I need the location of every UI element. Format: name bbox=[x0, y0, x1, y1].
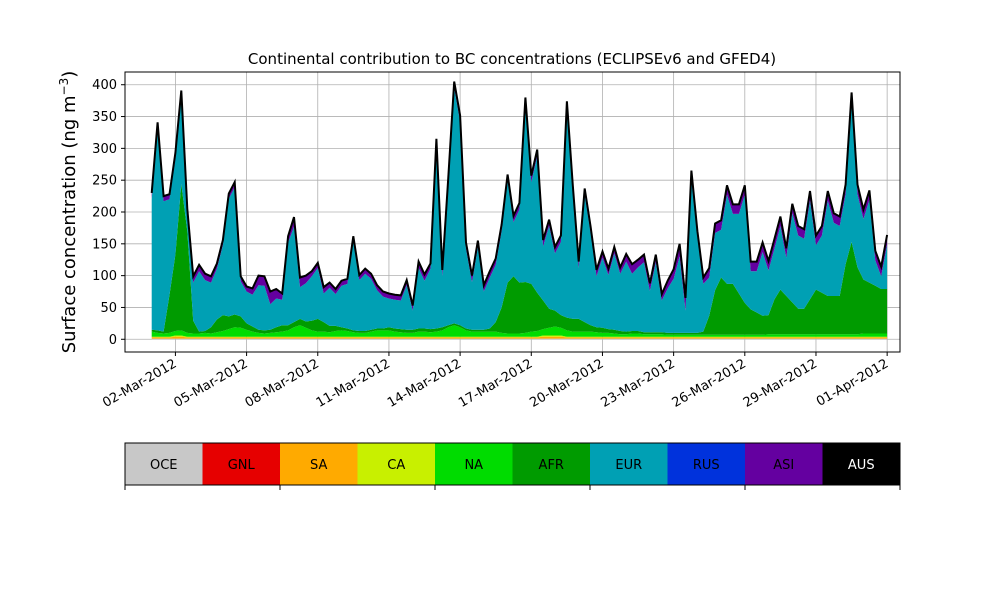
colorbar-cell-rus bbox=[667, 443, 745, 485]
colorbar-frame bbox=[124, 442, 901, 486]
y-tick-label: 100 bbox=[92, 269, 117, 284]
colorbar-cell-afr bbox=[512, 443, 590, 485]
colorbar-label: AUS bbox=[848, 458, 875, 473]
colorbar-label: NA bbox=[464, 458, 483, 473]
x-tick-label: 05-Mar-2012 bbox=[171, 356, 250, 410]
area-afr bbox=[151, 184, 888, 335]
y-tick-label: 0 bbox=[109, 333, 117, 348]
colorbar-label: SA bbox=[310, 458, 327, 473]
y-tick-label: 50 bbox=[100, 301, 117, 316]
y-tick-label: 200 bbox=[92, 206, 117, 221]
y-axis: 0 50 100 150 200 250 300 350 400 bbox=[92, 78, 125, 348]
colorbar-cell-sa bbox=[280, 443, 358, 485]
y-tick-label: 250 bbox=[92, 174, 117, 189]
area-na bbox=[151, 325, 888, 337]
colorbar-cell-ca bbox=[357, 443, 435, 485]
y-tick-label: 350 bbox=[92, 110, 117, 125]
area-ca bbox=[151, 335, 888, 338]
colorbar-cell-na bbox=[435, 443, 513, 485]
x-tick-label: 29-Mar-2012 bbox=[741, 356, 820, 410]
area-oce bbox=[151, 338, 888, 340]
total-line bbox=[150, 81, 889, 306]
colorbar-cell-asi bbox=[745, 443, 823, 485]
colorbar-cell-eur bbox=[590, 443, 668, 485]
y-tick-label: 400 bbox=[92, 78, 117, 93]
colorbar-label: RUS bbox=[693, 458, 720, 473]
colorbar-cell-gnl bbox=[202, 443, 280, 485]
x-axis: 02-Mar-201205-Mar-201208-Mar-201211-Mar-… bbox=[100, 352, 891, 411]
colorbar-label: AFR bbox=[539, 458, 564, 473]
colorbar-label: ASI bbox=[773, 458, 794, 473]
x-tick-label: 23-Mar-2012 bbox=[598, 356, 677, 410]
x-tick-label: 01-Apr-2012 bbox=[814, 356, 891, 409]
x-tick-label: 02-Mar-2012 bbox=[100, 356, 179, 410]
x-tick-label: 17-Mar-2012 bbox=[456, 356, 535, 410]
y-tick-label: 150 bbox=[92, 237, 117, 252]
x-tick-label: 08-Mar-2012 bbox=[243, 356, 322, 410]
area-eur bbox=[151, 87, 888, 333]
total-outline bbox=[150, 81, 889, 306]
x-tick-label: 14-Mar-2012 bbox=[385, 356, 464, 410]
colorbar-label: CA bbox=[387, 458, 405, 473]
colorbar-label: EUR bbox=[615, 458, 642, 473]
colorbar-label: GNL bbox=[228, 458, 256, 473]
stacked-areas bbox=[151, 81, 888, 340]
x-tick-label: 26-Mar-2012 bbox=[670, 356, 749, 410]
x-tick-label: 20-Mar-2012 bbox=[527, 356, 606, 410]
area-sa bbox=[151, 336, 888, 339]
chart-title: Continental contribution to BC concentra… bbox=[248, 50, 776, 68]
y-tick-label: 300 bbox=[92, 142, 117, 157]
colorbar-cell-aus bbox=[822, 443, 900, 485]
colorbar-legend: OCE GNL SA CA NA AFR EUR RUS ASI AUS bbox=[124, 442, 901, 490]
colorbar-label: OCE bbox=[150, 458, 178, 473]
colorbar-cell-oce bbox=[125, 443, 203, 485]
x-tick-label: 11-Mar-2012 bbox=[314, 356, 393, 410]
y-axis-label: Surface concentration (ng m−3) bbox=[57, 71, 80, 354]
